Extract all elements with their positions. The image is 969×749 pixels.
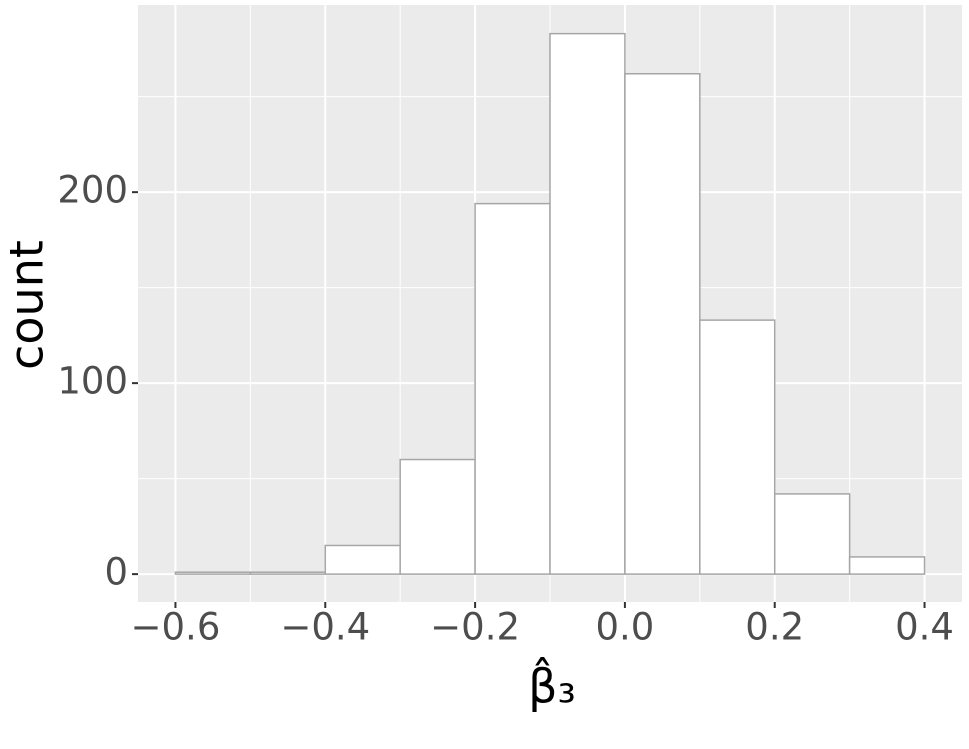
bar xyxy=(324,544,401,575)
x-tick-label: −0.2 xyxy=(430,606,520,649)
x-tick-label: −0.4 xyxy=(280,606,370,649)
bar xyxy=(399,458,476,575)
bar xyxy=(848,556,926,575)
x-tick-label: 0.0 xyxy=(595,606,654,649)
y-tick-label: 100 xyxy=(57,360,128,403)
bar xyxy=(549,32,626,575)
bar xyxy=(174,571,252,575)
bar xyxy=(624,73,701,575)
y-tick-label: 0 xyxy=(104,551,128,594)
x-tick-label: 0.4 xyxy=(895,606,954,649)
y-axis-title: count xyxy=(0,240,54,370)
bar xyxy=(249,571,327,575)
bar xyxy=(773,493,851,575)
bar xyxy=(474,202,551,575)
x-tick-label: −0.6 xyxy=(131,606,221,649)
y-tick-label: 200 xyxy=(57,169,128,212)
x-axis-title: β̂₃ xyxy=(528,656,576,713)
bar xyxy=(699,319,776,575)
x-tick-label: 0.2 xyxy=(745,606,804,649)
